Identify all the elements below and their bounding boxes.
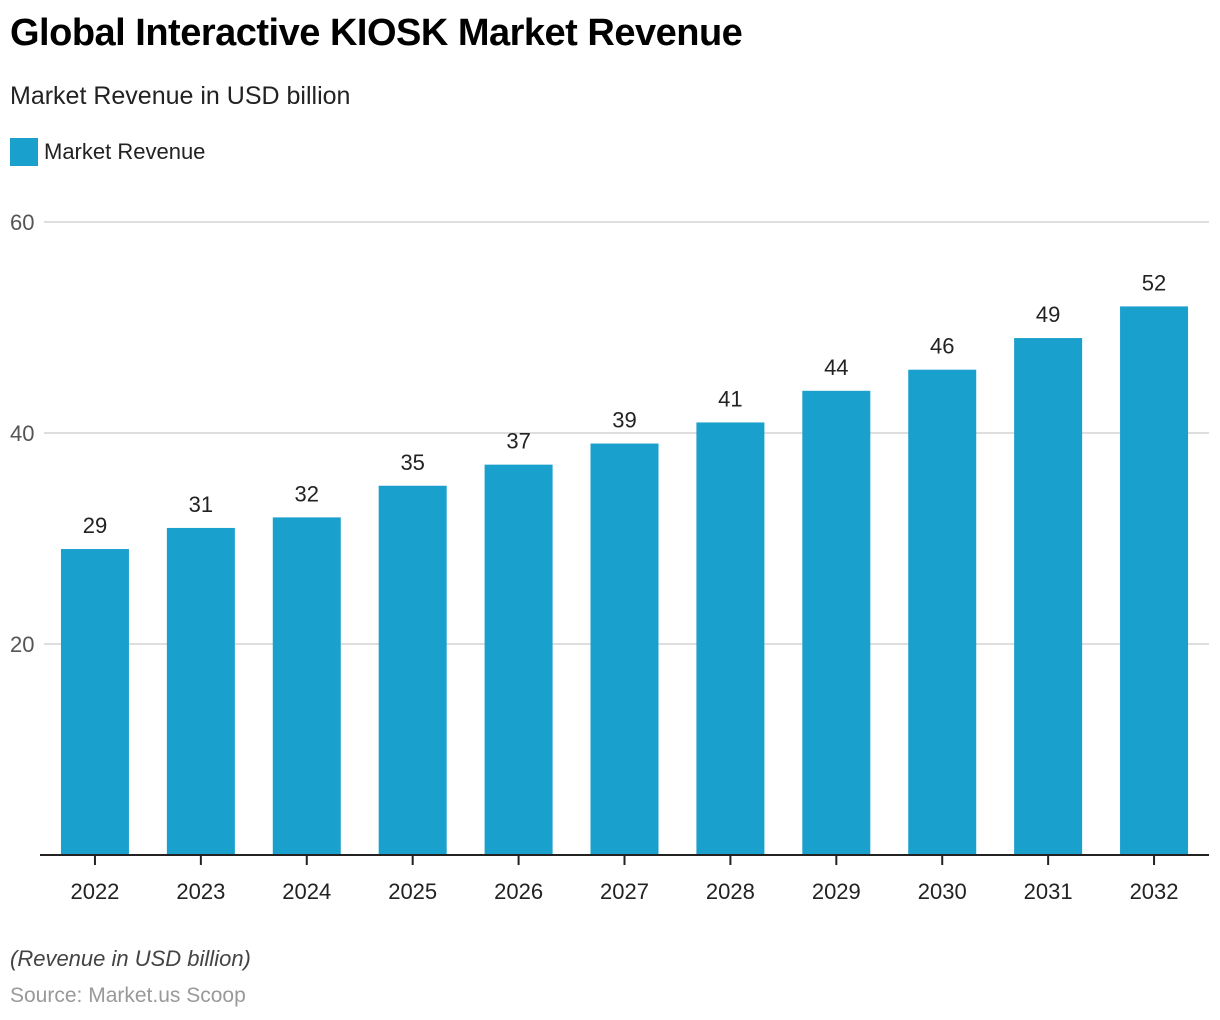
x-tick-label: 2027 [600, 879, 649, 904]
bar [696, 422, 765, 855]
data-label: 31 [189, 492, 213, 517]
x-tick-label: 2030 [918, 879, 967, 904]
x-tick-label: 2023 [176, 879, 225, 904]
data-label: 46 [930, 334, 954, 359]
x-tick-label: 2032 [1130, 879, 1179, 904]
data-label: 49 [1036, 302, 1060, 327]
bar [908, 369, 977, 855]
data-label: 37 [506, 429, 530, 454]
data-label: 52 [1142, 270, 1166, 295]
x-tick-label: 2028 [706, 879, 755, 904]
x-tick-label: 2024 [282, 879, 331, 904]
bar [1014, 338, 1083, 855]
data-label: 29 [83, 513, 107, 538]
data-label: 39 [612, 408, 636, 433]
legend: Market Revenue [10, 138, 205, 166]
bar [590, 443, 659, 855]
chart-source: Source: Market.us Scoop [10, 984, 246, 1007]
bar [378, 485, 447, 855]
bar [802, 390, 871, 855]
x-tick-label: 2025 [388, 879, 437, 904]
bar [272, 517, 341, 855]
bar [1120, 306, 1189, 855]
chart-note: (Revenue in USD billion) [10, 946, 251, 971]
chart-subtitle: Market Revenue in USD billion [10, 82, 351, 110]
x-tick-label: 2029 [812, 879, 861, 904]
y-tick-label: 60 [10, 210, 34, 235]
bar [166, 527, 235, 855]
y-tick-label: 20 [10, 632, 34, 657]
x-tick-label: 2026 [494, 879, 543, 904]
data-label: 32 [295, 481, 319, 506]
x-tick-label: 2031 [1024, 879, 1073, 904]
legend-label: Market Revenue [44, 139, 206, 164]
chart-title: Global Interactive KIOSK Market Revenue [10, 12, 743, 54]
data-label: 44 [824, 355, 848, 380]
x-tick-label: 2022 [70, 879, 119, 904]
bar [60, 549, 129, 855]
data-label: 35 [400, 450, 424, 475]
y-tick-label: 40 [10, 421, 34, 446]
data-label: 41 [718, 386, 742, 411]
legend-swatch [10, 138, 38, 166]
bar [484, 464, 553, 855]
